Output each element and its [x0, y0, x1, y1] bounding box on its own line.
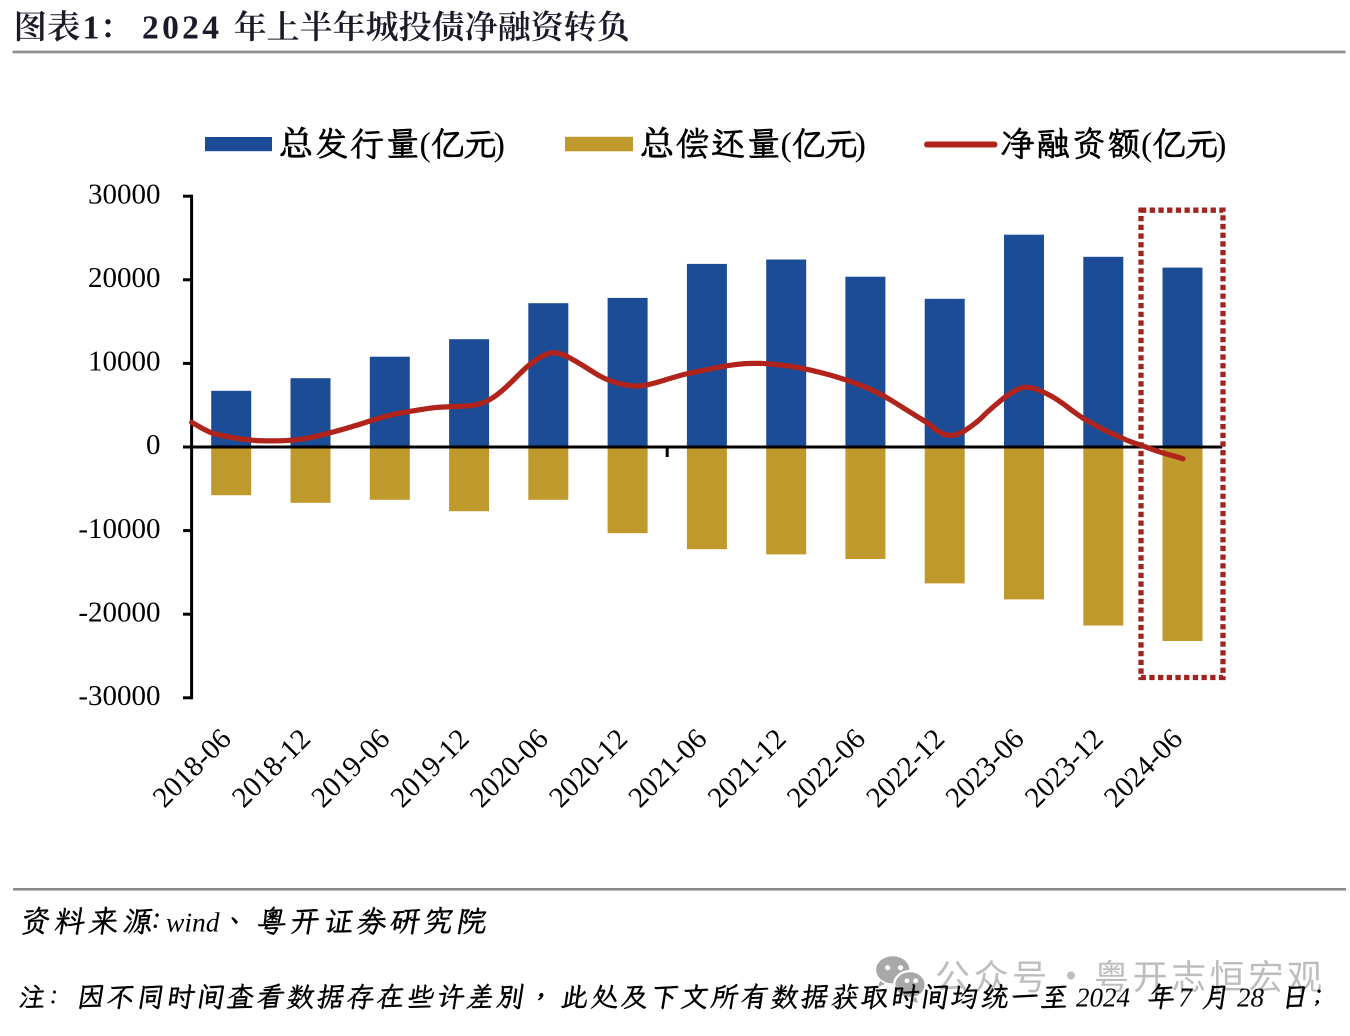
svg-text:1: 1	[83, 10, 100, 47]
svg-text:10000: 10000	[88, 346, 161, 378]
svg-text:(: (	[1141, 127, 1152, 164]
svg-text:): )	[494, 127, 505, 164]
svg-text:2024: 2024	[1076, 983, 1130, 1013]
svg-text:wind: wind	[166, 907, 220, 938]
svg-text:28: 28	[1237, 983, 1265, 1013]
svg-text:-10000: -10000	[78, 513, 160, 545]
svg-text:): )	[1215, 127, 1226, 164]
svg-text:(: (	[781, 127, 792, 164]
svg-text:(: (	[420, 127, 431, 164]
svg-text:-20000: -20000	[78, 596, 160, 628]
svg-text:7: 7	[1179, 983, 1194, 1013]
svg-text:20000: 20000	[88, 262, 161, 294]
svg-text:-30000: -30000	[78, 680, 160, 712]
svg-text:30000: 30000	[88, 178, 161, 210]
svg-text:0: 0	[146, 429, 161, 461]
svg-text:): )	[855, 127, 866, 164]
